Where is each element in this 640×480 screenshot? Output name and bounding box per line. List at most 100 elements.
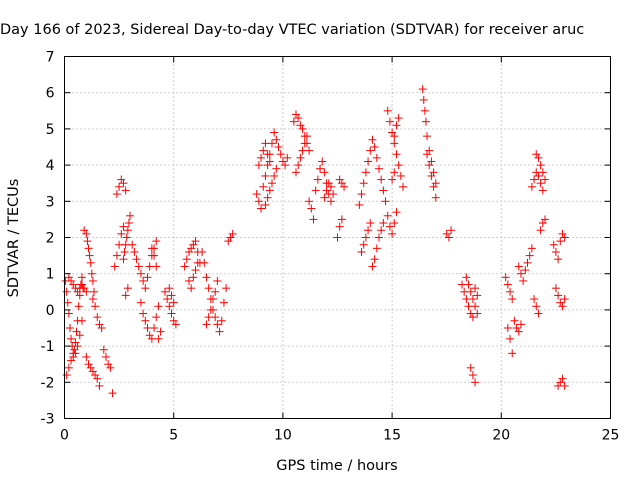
data-point xyxy=(318,157,327,166)
data-point xyxy=(77,316,86,325)
data-point xyxy=(189,240,198,249)
data-point xyxy=(357,190,366,199)
data-point xyxy=(468,295,477,304)
data-point xyxy=(337,179,346,188)
data-point xyxy=(560,381,569,390)
data-point xyxy=(171,320,180,329)
y-tick-label: -3 xyxy=(41,412,55,428)
data-point xyxy=(215,327,224,336)
data-point xyxy=(313,175,322,184)
data-point xyxy=(152,237,161,246)
data-point xyxy=(64,309,73,318)
data-point xyxy=(259,182,268,191)
data-point xyxy=(464,280,473,289)
data-point xyxy=(309,215,318,224)
data-point xyxy=(536,179,545,188)
data-point xyxy=(305,197,314,206)
data-point xyxy=(134,262,143,271)
data-point xyxy=(141,316,150,325)
data-point xyxy=(527,244,536,253)
data-point xyxy=(468,371,477,380)
data-point xyxy=(86,258,95,267)
data-point xyxy=(359,179,368,188)
data-point xyxy=(538,219,547,228)
data-point xyxy=(91,371,100,380)
data-point xyxy=(392,208,401,217)
data-point xyxy=(427,171,436,180)
data-point xyxy=(106,363,115,372)
data-point xyxy=(534,309,543,318)
data-point xyxy=(558,302,567,311)
data-point xyxy=(364,226,373,235)
data-point xyxy=(86,363,95,372)
data-point xyxy=(311,186,320,195)
data-point xyxy=(560,295,569,304)
data-point xyxy=(556,298,565,307)
data-point xyxy=(222,284,231,293)
data-point xyxy=(191,266,200,275)
data-point xyxy=(296,121,305,130)
y-tick-label: 7 xyxy=(46,50,55,66)
data-point xyxy=(130,247,139,256)
data-point xyxy=(117,175,126,184)
data-point xyxy=(213,320,222,329)
data-point xyxy=(366,219,375,228)
data-point xyxy=(257,153,266,162)
data-point xyxy=(93,313,102,322)
data-point xyxy=(123,226,132,235)
data-point xyxy=(558,229,567,238)
data-point xyxy=(540,175,549,184)
data-point xyxy=(119,255,128,264)
data-point xyxy=(84,360,93,369)
data-point xyxy=(512,324,521,332)
data-point xyxy=(357,247,366,256)
data-point xyxy=(473,309,482,318)
data-point xyxy=(101,352,110,361)
data-point xyxy=(165,302,174,311)
data-point xyxy=(74,302,83,311)
data-point xyxy=(62,287,71,296)
data-point xyxy=(224,237,233,246)
data-point xyxy=(82,229,91,238)
data-point xyxy=(471,378,480,387)
data-point xyxy=(473,291,482,300)
x-tick-label: 0 xyxy=(60,428,69,444)
data-point xyxy=(128,240,137,249)
data-point xyxy=(429,182,438,191)
data-point xyxy=(383,106,392,115)
y-tick-label: 2 xyxy=(46,231,55,247)
data-point xyxy=(169,316,178,325)
data-point xyxy=(263,161,272,170)
data-point xyxy=(259,146,268,155)
data-point xyxy=(420,106,429,115)
data-point xyxy=(84,244,93,253)
data-point xyxy=(77,273,86,282)
data-point xyxy=(261,200,270,209)
data-point xyxy=(87,269,96,278)
data-point xyxy=(298,124,307,133)
data-point xyxy=(527,182,536,191)
data-point xyxy=(298,146,307,155)
data-point xyxy=(372,153,381,162)
data-point xyxy=(62,371,71,380)
data-point xyxy=(206,305,215,314)
data-point xyxy=(431,179,440,188)
data-point xyxy=(525,251,534,260)
data-point xyxy=(558,374,567,383)
data-point xyxy=(180,262,189,271)
data-point xyxy=(421,117,430,126)
data-point xyxy=(554,291,563,300)
data-point xyxy=(169,298,178,307)
data-point xyxy=(370,143,379,151)
ticks-layer: 0 5 10 15 20 25 -3 -2 -1 0 1 2 3 4 5 6 7 xyxy=(41,50,620,444)
data-point xyxy=(252,190,261,199)
data-point xyxy=(506,287,515,296)
data-point xyxy=(112,190,121,199)
data-point xyxy=(368,262,377,271)
data-point xyxy=(283,153,292,162)
data-point xyxy=(156,327,165,336)
x-tick-label: 25 xyxy=(602,428,620,444)
data-point xyxy=(209,295,218,304)
y-tick-label: 1 xyxy=(46,267,55,283)
data-point xyxy=(530,175,539,184)
